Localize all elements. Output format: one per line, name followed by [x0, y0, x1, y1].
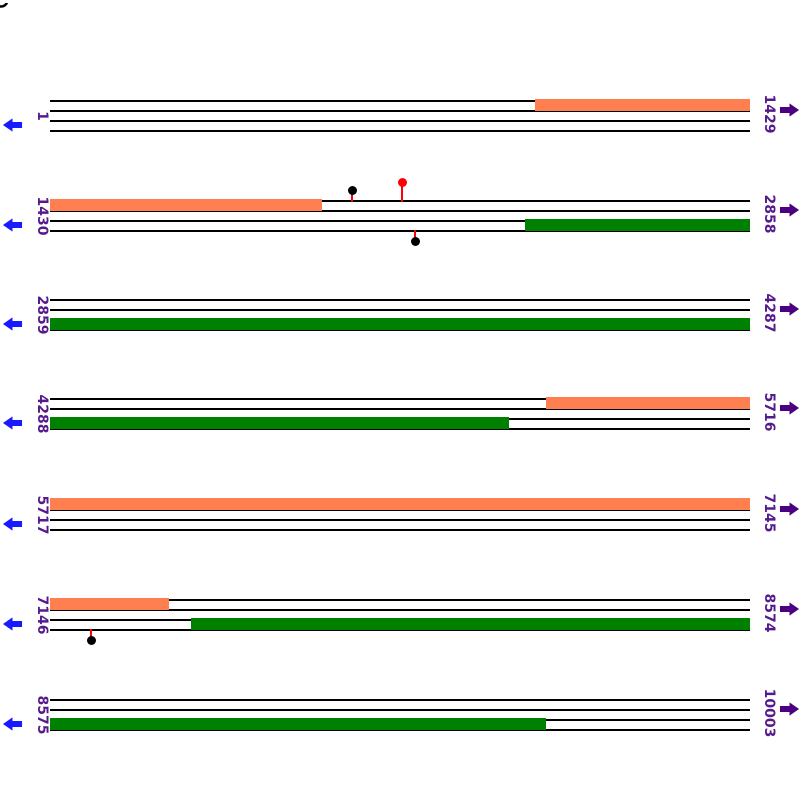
row-start-coordinate: 2859 — [34, 295, 50, 335]
site-marker-head-red — [397, 177, 407, 187]
orf-bar-forward — [546, 397, 750, 409]
forward-strand-right-arrow-icon — [779, 301, 800, 321]
track-line — [50, 428, 750, 430]
orf-bar-forward — [50, 199, 322, 211]
orf-bar-reverse — [525, 219, 750, 231]
site-marker-head-black — [347, 185, 357, 195]
forward-strand-right-arrow-icon — [779, 102, 800, 122]
track-line — [50, 609, 750, 611]
site-marker-stem — [90, 629, 92, 638]
orf-bar-reverse — [50, 417, 509, 429]
row-start-coordinate: 7146 — [34, 595, 50, 635]
track-line — [50, 599, 750, 601]
reverse-strand-left-arrow-icon — [2, 316, 23, 336]
track-line — [50, 130, 750, 132]
track-line — [50, 210, 750, 212]
track-line — [50, 699, 750, 701]
orf-bar-reverse — [50, 718, 546, 730]
track-line — [50, 509, 750, 511]
reverse-strand-left-arrow-icon — [2, 716, 23, 736]
track-line — [50, 329, 750, 331]
row-end-coordinate: 8574 — [761, 593, 777, 633]
site-marker-head-black — [410, 237, 420, 246]
site-marker-stem — [414, 230, 416, 239]
track-line — [50, 519, 750, 521]
reverse-strand-left-arrow-icon — [2, 516, 23, 536]
row-start-coordinate: 5717 — [34, 495, 50, 535]
site-marker-stem — [401, 182, 403, 202]
orf-bar-reverse — [191, 618, 750, 630]
row-start-coordinate: 4288 — [34, 394, 50, 434]
row-start-coordinate: 1 — [34, 111, 50, 121]
track-line — [50, 408, 750, 410]
reverse-strand-left-arrow-icon — [2, 117, 23, 137]
track-line — [50, 230, 750, 232]
track-line — [50, 120, 750, 122]
row-end-coordinate: 10003 — [761, 688, 777, 738]
row-end-coordinate: 1429 — [761, 94, 777, 134]
forward-strand-right-arrow-icon — [779, 601, 800, 621]
forward-strand-right-arrow-icon — [779, 400, 800, 420]
row-end-coordinate: 5716 — [761, 392, 777, 432]
orf-bar-reverse — [50, 318, 750, 330]
orf-bar-forward — [50, 498, 750, 510]
row-end-coordinate: 7145 — [761, 493, 777, 533]
track-line — [50, 299, 750, 301]
forward-strand-right-arrow-icon — [779, 202, 800, 222]
reverse-strand-left-arrow-icon — [2, 415, 23, 435]
forward-strand-right-arrow-icon — [779, 701, 800, 721]
row-start-coordinate: 1430 — [34, 196, 50, 236]
track-line — [50, 309, 750, 311]
site-marker-head-black — [86, 636, 96, 645]
track-line — [50, 529, 750, 531]
corner-clipped-marker — [0, 0, 16, 19]
track-line — [50, 100, 750, 102]
orf-bar-forward — [50, 598, 169, 610]
track-line — [50, 709, 750, 711]
track-line — [50, 398, 750, 400]
track-line — [50, 729, 750, 731]
row-end-coordinate: 4287 — [761, 293, 777, 333]
row-end-coordinate: 2858 — [761, 194, 777, 234]
track-line — [50, 629, 750, 631]
track-line — [50, 110, 750, 112]
orf-bar-forward — [535, 99, 750, 111]
track-line — [50, 200, 750, 202]
site-marker-stem — [351, 190, 353, 202]
reverse-strand-left-arrow-icon — [2, 217, 23, 237]
row-start-coordinate: 8575 — [34, 695, 50, 735]
forward-strand-right-arrow-icon — [779, 501, 800, 521]
reverse-strand-left-arrow-icon — [2, 616, 23, 636]
track-line — [50, 220, 750, 222]
